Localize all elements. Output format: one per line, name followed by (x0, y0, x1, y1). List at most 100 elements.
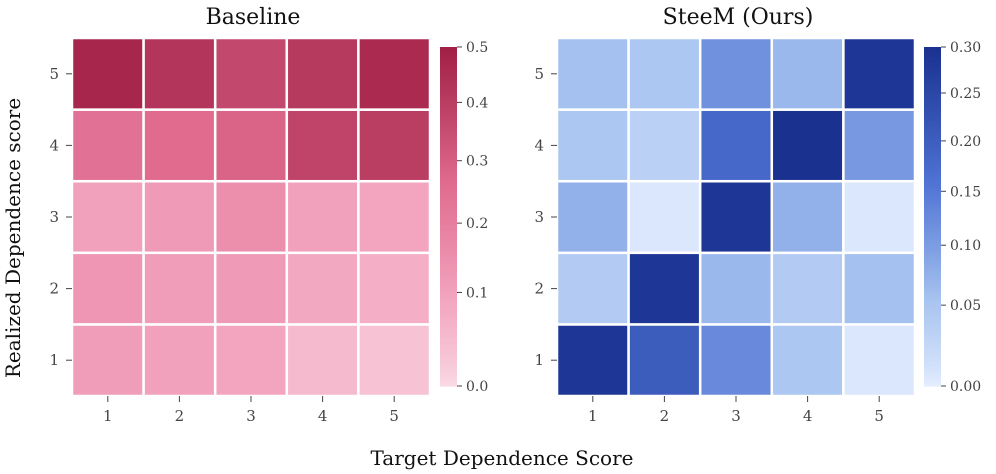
steem-colorbar-segment (924, 233, 941, 237)
baseline-colorbar-segment (440, 106, 457, 110)
y-axis-label: Realized Dependence score (1, 98, 25, 378)
steem-cell-y3-x2 (627, 179, 702, 255)
steem-cell-y5-x5 (842, 36, 917, 111)
baseline-colorbar-segment (440, 287, 457, 291)
steem-colorbar-segment (924, 230, 941, 235)
steem-colorbar-segment (924, 213, 941, 218)
baseline-colorbar-segment (440, 176, 457, 181)
steem-colorbar-segment (924, 267, 941, 271)
steem-colorbar-segment (924, 208, 941, 212)
steem-colorbar-segment (924, 323, 941, 328)
baseline-colorbar-segment (440, 233, 457, 237)
baseline-colorbar-segment (440, 369, 457, 373)
baseline-cell-y5-x3 (213, 36, 289, 111)
steem-colorbar-segment (924, 247, 941, 251)
baseline-colorbar-segment (440, 371, 457, 376)
steem-colorbar-segment (924, 106, 941, 110)
steem-colorbar-segment (924, 371, 941, 376)
x-axis-label: Target Dependence Score (371, 446, 634, 470)
steem-x-tick-label: 5 (874, 407, 884, 425)
steem-cell-y5-x1 (555, 36, 630, 111)
steem-colorbar-segment (924, 369, 941, 373)
baseline-colorbar-segment (440, 114, 457, 119)
baseline-colorbar-segment (440, 301, 457, 305)
baseline-colorbar-segment (440, 315, 457, 319)
steem-colorbar-segment (924, 92, 941, 96)
baseline-colorbar-segment (440, 318, 457, 322)
baseline-colorbar-tick-label: 0.5 (466, 40, 488, 56)
steem-colorbar-segment (924, 216, 941, 220)
steem-colorbar-segment (924, 270, 941, 274)
steem-colorbar-segment (924, 205, 941, 209)
steem-colorbar-segment (924, 72, 941, 76)
steem-y-tick-label: 2 (534, 280, 544, 298)
baseline-cell-y2-x5 (357, 251, 432, 326)
baseline-colorbar-segment (440, 256, 457, 260)
baseline-colorbar-segment (440, 66, 457, 71)
steem-colorbar-segment (924, 162, 941, 167)
steem-cell-y2-x5 (842, 251, 917, 326)
baseline-colorbar-segment (440, 111, 457, 116)
baseline-colorbar-segment (440, 216, 457, 220)
baseline-colorbar-segment (440, 123, 457, 127)
steem-cell-y1-x3 (698, 323, 774, 398)
steem-colorbar-segment (924, 191, 941, 195)
baseline-colorbar-segment (440, 329, 457, 333)
steem-colorbar-segment (924, 61, 941, 65)
steem-colorbar-segment (924, 349, 941, 353)
baseline-colorbar-segment (440, 69, 457, 74)
steem-colorbar-segment (924, 374, 941, 379)
steem-y-tick-label: 3 (534, 208, 544, 226)
steem-colorbar-tick-label: 0.20 (950, 134, 981, 150)
baseline-cell-y5-x5 (357, 36, 432, 111)
baseline-colorbar-segment (440, 326, 457, 331)
baseline-colorbar-segment (440, 278, 457, 283)
baseline-colorbar-segment (440, 174, 457, 178)
steem-colorbar-segment (924, 366, 941, 370)
baseline-cell-y3-x4 (285, 179, 360, 255)
baseline-colorbar-segment (440, 47, 457, 51)
steem-colorbar-segment (924, 185, 941, 189)
steem-colorbar-segment (924, 114, 941, 119)
steem-colorbar-segment (924, 253, 941, 257)
baseline-colorbar-segment (440, 363, 457, 367)
baseline-colorbar-segment (440, 162, 457, 167)
baseline-colorbar-segment (440, 126, 457, 130)
baseline-colorbar-segment (440, 92, 457, 96)
baseline-cell-y4-x1 (70, 108, 145, 183)
steem-cell-y4-x5 (842, 108, 917, 183)
baseline-y-tick-label: 1 (49, 351, 59, 369)
steem-colorbar-segment (924, 86, 941, 90)
steem-colorbar-segment (924, 298, 941, 302)
steem-colorbar-segment (924, 182, 941, 187)
steem-colorbar-segment (924, 332, 941, 336)
baseline-title: Baseline (206, 5, 301, 30)
steem-y-tick-label: 1 (534, 351, 544, 369)
baseline-colorbar-segment (440, 171, 457, 175)
steem-colorbar-segment (924, 140, 941, 144)
steem-colorbar-segment (924, 83, 941, 88)
baseline-colorbar-segment (440, 374, 457, 379)
steem-cell-y2-x4 (770, 251, 845, 326)
steem-colorbar-segment (924, 321, 941, 325)
baseline-cell-y5-x1 (70, 36, 145, 111)
steem-cell-y3-x4 (770, 179, 845, 255)
baseline-colorbar-tick-label: 0.2 (466, 216, 488, 232)
steem-colorbar-segment (924, 134, 941, 138)
steem-y-tick-label: 4 (534, 136, 544, 154)
steem-colorbar-segment (924, 168, 941, 172)
baseline-x-tick-label: 2 (175, 407, 185, 425)
baseline-colorbar-segment (440, 298, 457, 302)
steem-colorbar-segment (924, 109, 941, 113)
steem-cell-y2-x1 (555, 251, 630, 326)
baseline-y-tick-label: 3 (49, 208, 59, 226)
steem-colorbar-segment (924, 343, 941, 348)
steem-colorbar-segment (924, 120, 941, 124)
steem-colorbar-tick-label: 0.10 (950, 238, 981, 254)
baseline-cell-y4-x5 (357, 108, 432, 183)
baseline-colorbar-segment (440, 55, 457, 59)
steem-colorbar-segment (924, 315, 941, 319)
baseline-colorbar-segment (440, 208, 457, 212)
baseline-colorbar-segment (440, 309, 457, 314)
